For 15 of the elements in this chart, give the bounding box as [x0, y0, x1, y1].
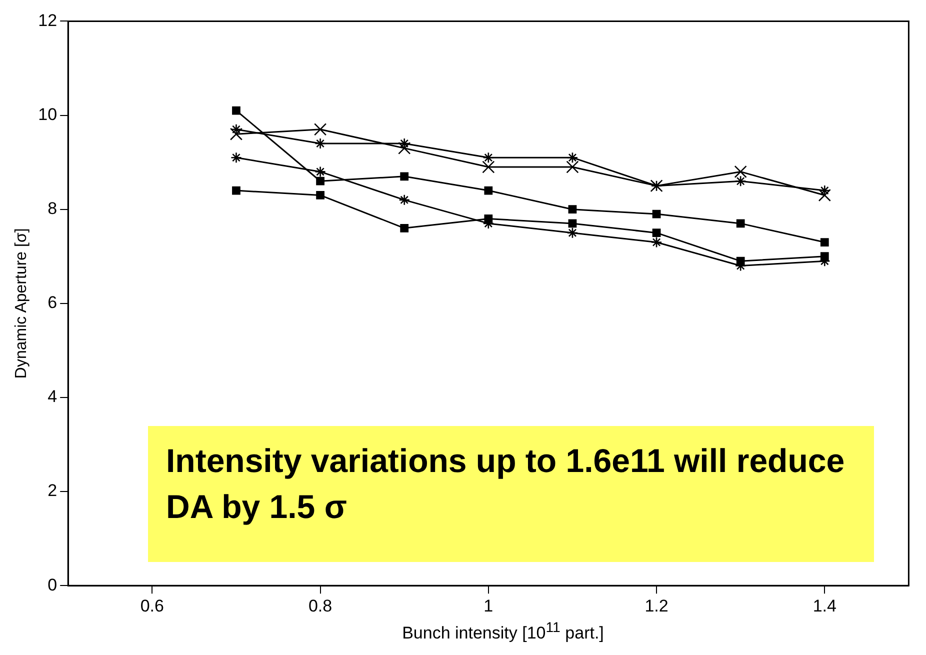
x-tick-label: 1 — [484, 596, 494, 616]
annotation: Intensity variations up to 1.6e11 will reduce DA by 1.5 σ — [148, 426, 874, 562]
x-tick-label: 0.6 — [140, 596, 164, 616]
y-tick-label: 10 — [38, 104, 58, 124]
y-tick-label: 6 — [48, 293, 58, 312]
y-tick-label: 4 — [48, 387, 58, 406]
y-tick-label: 12 — [38, 10, 58, 30]
x-axis-title: Bunch intensity [10$^{11}$ part.] — [401, 620, 605, 644]
y-tick-label: 2 — [48, 481, 58, 500]
x-tick-label: 0.8 — [308, 596, 332, 616]
y-axis-title: Dynamic Aperture [σ] — [13, 228, 30, 379]
y-tick-label: 8 — [48, 199, 58, 218]
x-tick-label: 1.4 — [812, 596, 836, 616]
y-tick-label: 0 — [48, 575, 58, 594]
x-tick-label: 1.2 — [644, 596, 668, 616]
